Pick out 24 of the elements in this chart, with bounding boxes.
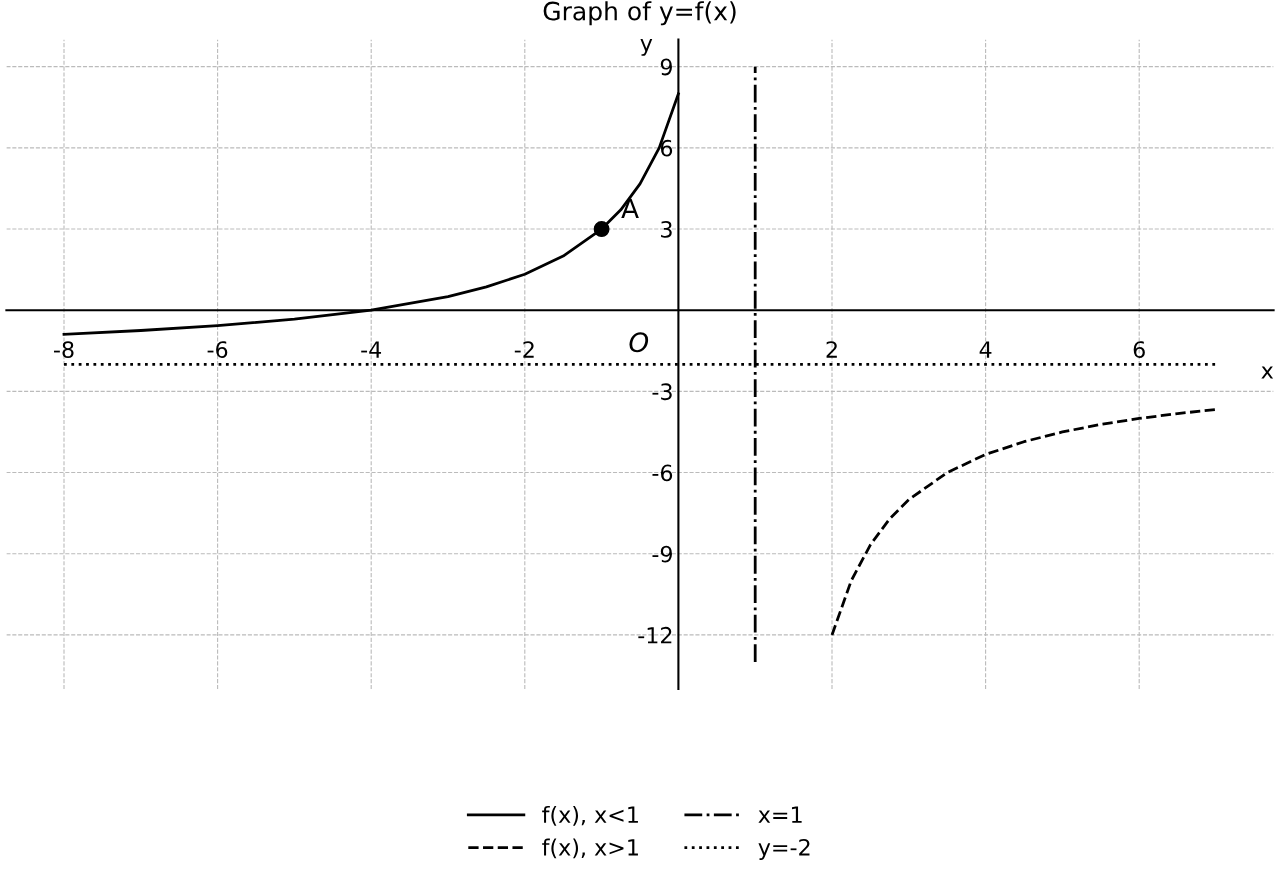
- legend-label: f(x), x>1: [542, 838, 638, 859]
- x-tick-label: 2: [826, 341, 837, 358]
- x-tick-label: -2: [514, 341, 534, 358]
- x-tick-label: -8: [54, 341, 74, 358]
- chart-title: Graph of y=f(x): [543, 1, 736, 26]
- x-tick-label: -6: [207, 341, 228, 358]
- annotation: A: [621, 198, 639, 218]
- x-axis-title: x: [1261, 366, 1274, 379]
- y-tick-label: 3: [661, 220, 672, 238]
- legend-label: f(x), x<1: [542, 805, 638, 826]
- y-tick-label: 6: [660, 139, 673, 157]
- y-axis-title: y: [640, 39, 653, 56]
- y-tick-label: -6: [652, 464, 673, 482]
- x-tick-label: 4: [979, 341, 992, 358]
- y-tick-label: -9: [652, 545, 672, 563]
- y-tick-label: 9: [660, 58, 672, 76]
- x-tick-label: -4: [361, 341, 382, 358]
- legend-label: x=1: [758, 806, 802, 823]
- y-tick-label: -12: [638, 626, 672, 644]
- x-tick-label: 6: [1133, 341, 1145, 358]
- line-series: [830, 408, 1218, 637]
- y-tick-label: -3: [652, 383, 672, 401]
- legend-label: y=-2: [758, 838, 810, 860]
- annotation: O: [629, 332, 649, 353]
